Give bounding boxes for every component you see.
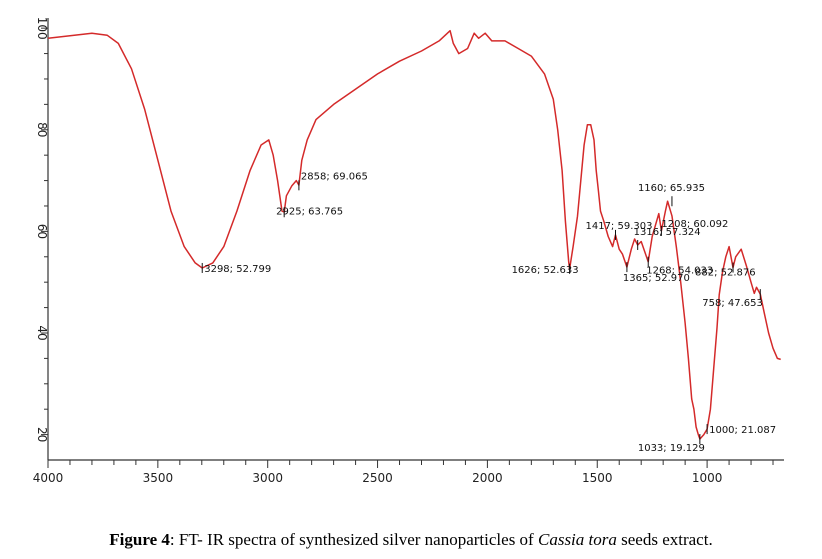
caption-text-before: : FT- IR spectra of synthesized silver n… <box>169 530 538 549</box>
y-tick-label: 20 <box>35 427 49 442</box>
x-tick-label: 2000 <box>472 471 503 485</box>
peak-label: 1160; 65.935 <box>638 183 705 194</box>
x-tick-label: 3000 <box>252 471 283 485</box>
peak-label: 1316; 57.324 <box>634 227 701 238</box>
peak-label: 3298; 52.799 <box>204 264 271 275</box>
peak-label: 1000; 21.087 <box>709 425 776 436</box>
x-tick-label: 3500 <box>143 471 174 485</box>
y-tick-label: 100 <box>35 17 49 40</box>
spectrum-line-0 <box>47 29 781 440</box>
peak-label: 1268; 54.033 <box>646 266 713 277</box>
series-layer <box>47 29 781 440</box>
figure-label: Figure 4 <box>109 530 170 549</box>
annotation-layer: 3298; 52.799 2858; 69.065 2925; 63.765 1626… <box>201 171 776 454</box>
peak-label: 1033; 19.129 <box>638 443 705 454</box>
peak-label: 1208; 60.092 <box>661 219 728 230</box>
peak-label: 1365; 52.970 <box>623 273 690 284</box>
caption-text-after: seeds extract. <box>616 530 713 549</box>
peak-label: 1417; 59.303 <box>585 221 652 232</box>
figure-caption: Figure 4: FT- IR spectra of synthesized … <box>0 530 822 550</box>
x-tick-label: 4000 <box>33 471 64 485</box>
peak-label: 1626; 52.633 <box>512 265 579 276</box>
x-tick-label: 1500 <box>582 471 613 485</box>
caption-species: Cassia tora <box>537 530 617 549</box>
y-tick-label: 80 <box>35 122 49 137</box>
peak-label: 2858; 69.065 <box>301 171 368 182</box>
ftir-chart: 4000 3500 3000 2500 2000 1500 100020406080100 … <box>33 17 784 485</box>
peak-label: 882; 52.876 <box>695 268 756 279</box>
peak-label: 758; 47.653 <box>702 298 763 309</box>
y-tick-label: 60 <box>35 224 49 239</box>
y-tick-label: 40 <box>35 325 49 340</box>
axes: 4000 3500 3000 2500 2000 1500 1000 20 40 60 80 100 <box>33 17 784 485</box>
x-tick-label: 1000 <box>692 471 723 485</box>
x-tick-label: 2500 <box>362 471 393 485</box>
peak-label: 2925; 63.765 <box>276 206 343 217</box>
